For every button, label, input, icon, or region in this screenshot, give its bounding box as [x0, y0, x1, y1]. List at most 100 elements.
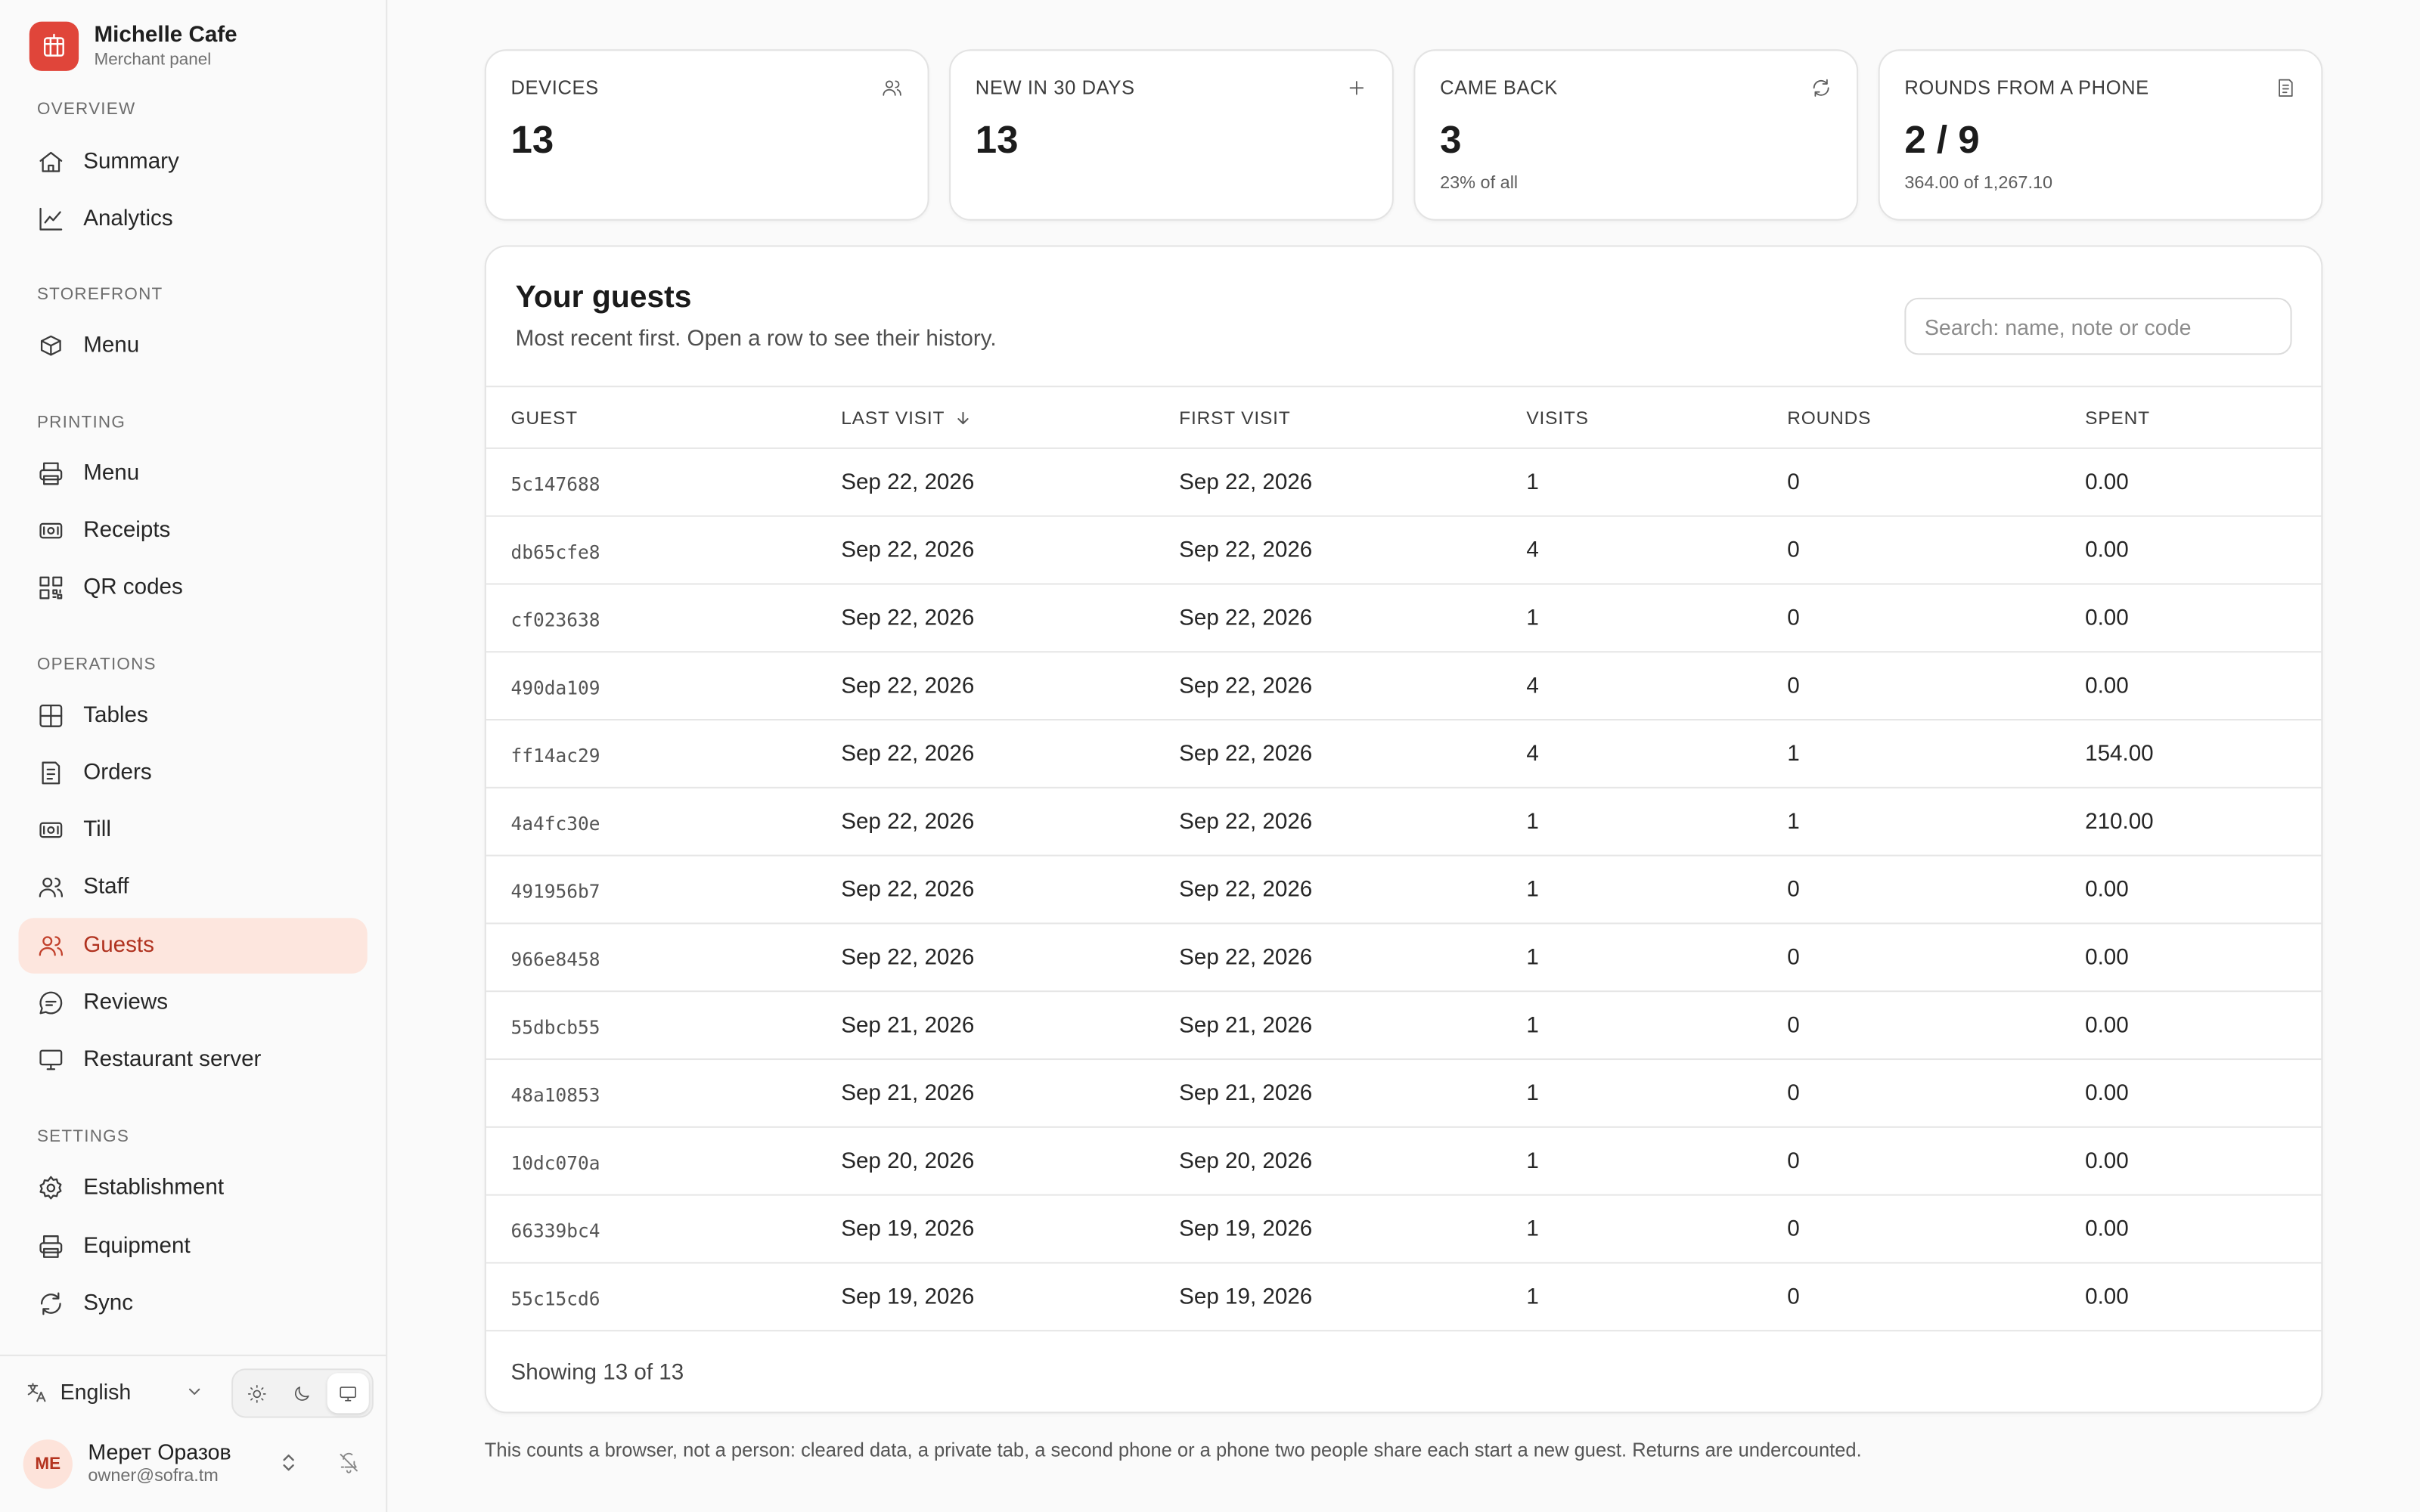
last-visit-cell: Sep 22, 2026	[841, 538, 975, 563]
first-visit-cell: Sep 22, 2026	[1179, 878, 1313, 903]
brand-subtitle: Merchant panel	[94, 51, 212, 70]
visits-cell: 1	[1526, 1284, 1539, 1310]
sidebar-item-label: Analytics	[83, 206, 173, 232]
sidebar-item-label: QR codes	[83, 575, 183, 600]
sidebar-item-label: Orders	[83, 761, 152, 785]
stat-card-devices: DEVICES 13	[484, 49, 929, 221]
table-row[interactable]: 5c147688 Sep 22, 2026 Sep 22, 2026 1 0 0.00	[486, 449, 2322, 517]
sidebar-item-sync[interactable]: Sync	[18, 1276, 367, 1331]
printer-icon	[39, 462, 63, 485]
sidebar-item-summary[interactable]: Summary	[18, 135, 367, 190]
monitor-icon	[340, 1386, 356, 1401]
table-row[interactable]: 490da109 Sep 22, 2026 Sep 22, 2026 4 0 0.00	[486, 652, 2322, 721]
last-visit-cell: Sep 19, 2026	[841, 1284, 975, 1310]
first-visit-cell: Sep 22, 2026	[1179, 742, 1313, 767]
sidebar-item-restaurant-server[interactable]: Restaurant server	[18, 1032, 367, 1087]
table-row[interactable]: 66339bc4 Sep 19, 2026 Sep 19, 2026 1 0 0.00	[486, 1196, 2322, 1264]
guests-card: Your guests Most recent first. Open a ro…	[484, 245, 2323, 1414]
first-visit-cell: Sep 21, 2026	[1179, 1081, 1313, 1107]
search-input[interactable]	[1904, 297, 2292, 355]
sidebar-item-establishment[interactable]: Establishment	[18, 1160, 367, 1216]
visits-cell: 1	[1526, 810, 1539, 835]
table-row[interactable]: 4a4fc30e Sep 22, 2026 Sep 22, 2026 1 1 210.00	[486, 789, 2322, 857]
column-header-spent[interactable]: SPENT	[2085, 407, 2150, 429]
sidebar-item-print-menu[interactable]: Menu	[18, 446, 367, 501]
sidebar-item-tables[interactable]: Tables	[18, 688, 367, 743]
table-row[interactable]: 55c15cd6 Sep 19, 2026 Sep 19, 2026 1 0 0.00	[486, 1263, 2322, 1332]
sidebar-item-analytics[interactable]: Analytics	[18, 191, 367, 246]
guest-code-cell: 490da109	[510, 677, 600, 699]
last-visit-cell: Sep 22, 2026	[841, 946, 975, 971]
banknote-icon	[39, 522, 63, 539]
visits-cell: 1	[1526, 1081, 1539, 1107]
sidebar-item-equipment[interactable]: Equipment	[18, 1219, 367, 1274]
sidebar-item-orders[interactable]: Orders	[18, 745, 367, 801]
sidebar-item-qr-codes[interactable]: QR codes	[18, 560, 367, 615]
theme-dark-button[interactable]	[281, 1373, 324, 1413]
user-email: owner@sofra.tm	[88, 1467, 219, 1486]
table-row[interactable]: ff14ac29 Sep 22, 2026 Sep 22, 2026 4 1 154.00	[486, 720, 2322, 789]
language-select[interactable]: English	[25, 1379, 207, 1404]
table-row[interactable]: 10dc070a Sep 20, 2026 Sep 20, 2026 1 0 0.00	[486, 1128, 2322, 1196]
stat-card-rounds-from-phone: ROUNDS FROM A PHONE 2 / 9 364.00 of 1,26…	[1878, 49, 2323, 221]
stat-value: 3	[1440, 119, 1462, 163]
column-header-visits[interactable]: VISITS	[1526, 407, 1588, 429]
last-visit-cell: Sep 22, 2026	[841, 470, 975, 496]
sidebar-item-receipts[interactable]: Receipts	[18, 503, 367, 558]
spent-cell: 0.00	[2085, 1284, 2129, 1310]
first-visit-cell: Sep 20, 2026	[1179, 1149, 1313, 1175]
sidebar-item-guests[interactable]: Guests	[18, 918, 368, 974]
table-row[interactable]: 491956b7 Sep 22, 2026 Sep 22, 2026 1 0 0.00	[486, 857, 2322, 925]
column-header-rounds[interactable]: ROUNDS	[1787, 407, 1871, 429]
visits-cell: 1	[1526, 470, 1539, 496]
guest-code-cell: 966e8458	[510, 949, 600, 971]
table-row[interactable]: db65cfe8 Sep 22, 2026 Sep 22, 2026 4 0 0.00	[486, 517, 2322, 585]
moon-icon	[296, 1386, 310, 1400]
guest-code-cell: ff14ac29	[510, 745, 600, 767]
rounds-cell: 0	[1787, 674, 1800, 699]
monitor-icon	[39, 1049, 63, 1070]
spent-cell: 0.00	[2085, 1081, 2129, 1107]
guest-code-cell: 5c147688	[510, 473, 600, 496]
visits-cell: 1	[1526, 606, 1539, 631]
bell-off-icon[interactable]	[338, 1452, 360, 1473]
sidebar-item-till[interactable]: Till	[18, 802, 367, 857]
printer-icon	[39, 1235, 63, 1258]
stat-label: CAME BACK	[1440, 77, 1558, 99]
section-title-operations: OPERATIONS	[36, 655, 157, 674]
column-header-guest[interactable]: GUEST	[511, 407, 578, 429]
sidebar-item-staff[interactable]: Staff	[18, 860, 367, 915]
plus-icon	[1346, 77, 1368, 107]
theme-light-button[interactable]	[236, 1373, 278, 1413]
stat-card-new-30-days: NEW IN 30 DAYS 13	[949, 49, 1394, 221]
section-title-settings: SETTINGS	[36, 1127, 130, 1147]
theme-system-button[interactable]	[326, 1373, 369, 1414]
rounds-cell: 1	[1787, 810, 1800, 835]
table-row[interactable]: 966e8458 Sep 22, 2026 Sep 22, 2026 1 0 0.00	[486, 924, 2322, 993]
last-visit-cell: Sep 22, 2026	[841, 810, 975, 835]
cash-register-icon	[39, 822, 63, 838]
arrow-down-icon	[957, 411, 969, 425]
column-header-first-visit[interactable]: FIRST VISIT	[1179, 407, 1290, 429]
column-header-label: GUEST	[510, 407, 578, 429]
sidebar-item-menu[interactable]: Menu	[18, 318, 367, 373]
first-visit-cell: Sep 19, 2026	[1179, 1284, 1313, 1310]
first-visit-cell: Sep 21, 2026	[1179, 1013, 1313, 1039]
brand[interactable]: Michelle Cafe Merchant panel	[29, 21, 237, 71]
sidebar-item-label: Till	[83, 817, 111, 843]
column-header-last-visit[interactable]: LAST VISIT	[841, 407, 973, 429]
users-icon	[39, 936, 64, 956]
cafe-logo-icon	[29, 21, 79, 71]
spent-cell: 210.00	[2085, 810, 2154, 835]
sidebar-item-reviews[interactable]: Reviews	[18, 975, 367, 1030]
sidebar-item-label: Guests	[83, 933, 154, 959]
sidebar-footer: English ME Мерет Оразов owner@sofra.tm	[0, 1354, 386, 1512]
user-menu[interactable]: ME Мерет Оразов owner@sofra.tm	[23, 1439, 372, 1489]
main-content: DEVICES 13 NEW IN 30 DAYS 13 CAME BACK 3…	[387, 0, 2420, 1512]
table-row[interactable]: 48a10853 Sep 21, 2026 Sep 21, 2026 1 0 0.00	[486, 1060, 2322, 1128]
first-visit-cell: Sep 22, 2026	[1179, 606, 1313, 631]
sidebar-item-label: Sync	[83, 1291, 134, 1316]
table-footer-count: Showing 13 of 13	[510, 1360, 684, 1386]
table-row[interactable]: 55dbcb55 Sep 21, 2026 Sep 21, 2026 1 0 0.00	[486, 992, 2322, 1061]
table-row[interactable]: cf023638 Sep 22, 2026 Sep 22, 2026 1 0 0.00	[486, 584, 2322, 653]
